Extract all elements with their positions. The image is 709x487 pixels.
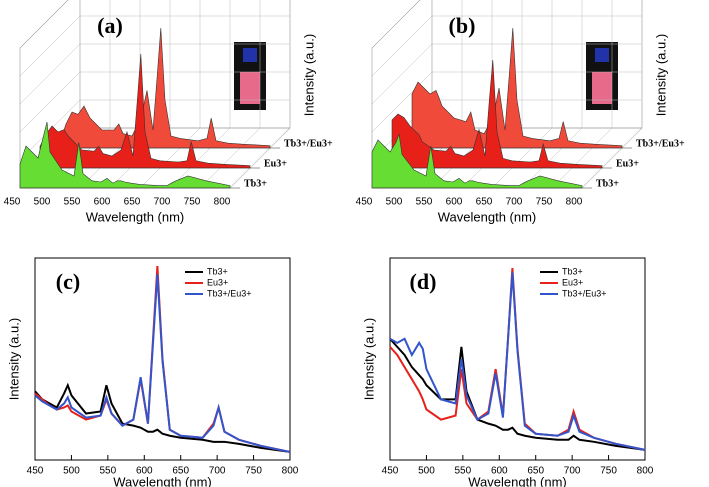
spectrum-area [39,53,251,169]
x-tick-label: 750 [184,197,201,208]
spectrum-line [389,268,646,451]
plot-frame [34,257,291,461]
legend-label: Tb3+ [562,266,583,276]
panel-title: (c) [56,269,80,294]
x-tick-label: 550 [64,197,81,208]
x-tick-label: 500 [34,197,51,208]
x-tick-label: 500 [63,466,80,477]
x-tick-label: 550 [416,197,433,208]
vial-photo [586,42,618,110]
x-tick-label: 600 [446,197,463,208]
x-tick-label: 500 [418,466,435,477]
x-tick-label: 800 [637,466,654,477]
y-axis-label: Intensity (a.u.) [361,318,376,400]
side-wall [371,0,421,188]
spectrum-line [34,274,291,453]
x-tick-label: 600 [94,197,111,208]
x-tick-label: 750 [536,197,553,208]
x-tick-label: 800 [282,466,299,477]
spectrum-area [391,59,603,169]
x-axis-label: Wavelength (nm) [468,474,567,487]
series-label: Tb3+ [596,178,619,189]
x-tick-label: 800 [214,197,231,208]
x-tick-label: 650 [124,197,141,208]
x-axis-label: Wavelength (nm) [113,474,212,487]
x-tick-label: 600 [136,466,153,477]
series-label: Tb3+/Eu3+ [636,138,685,149]
y-axis-label: Intensity (a.u.) [301,34,316,116]
x-tick-label: 500 [386,197,403,208]
x-tick-label: 450 [4,197,21,208]
spectrum-line [389,272,646,451]
series-label: Tb3+ [244,178,267,189]
x-tick-label: 750 [600,466,617,477]
legend-label: Tb3+/Eu3+ [562,288,607,298]
x-tick-label: 650 [476,197,493,208]
spectrum-area [371,133,583,189]
x-tick-label: 450 [382,466,399,477]
panel-title: (a) [97,13,123,38]
vial-photo [234,42,266,110]
x-tick-label: 550 [455,466,472,477]
panel-title: (b) [449,13,476,38]
legend-label: Tb3+ [207,266,228,276]
x-tick-label: 700 [209,466,226,477]
series-label: Eu3+ [616,158,639,169]
spectrum-area [411,27,623,149]
y-axis-label: Intensity (a.u.) [653,34,668,116]
x-tick-label: 450 [356,197,373,208]
spectrum-line [389,338,646,451]
spectrum-line [34,382,291,453]
x-tick-label: 450 [27,466,44,477]
panel-title: (d) [410,269,437,294]
x-tick-label: 750 [245,466,262,477]
side-wall [19,0,69,188]
x-tick-label: 800 [566,197,583,208]
legend-label: Tb3+/Eu3+ [207,288,252,298]
x-tick-label: 700 [154,197,171,208]
series-label: Tb3+/Eu3+ [284,138,333,149]
y-axis-label: Intensity (a.u.) [6,318,21,400]
x-tick-label: 700 [506,197,523,208]
plot-frame [389,257,646,461]
x-axis-label: Wavelength (nm) [438,209,537,224]
spectrum-area [19,121,231,189]
x-tick-label: 600 [491,466,508,477]
legend-label: Eu3+ [562,277,583,287]
series-label: Eu3+ [264,158,287,169]
x-tick-label: 550 [100,466,117,477]
x-tick-label: 650 [527,466,544,477]
x-tick-label: 650 [172,466,189,477]
x-tick-label: 700 [564,466,581,477]
spectrum-area [59,27,271,149]
x-axis-label: Wavelength (nm) [86,209,185,224]
legend-label: Eu3+ [207,277,228,287]
